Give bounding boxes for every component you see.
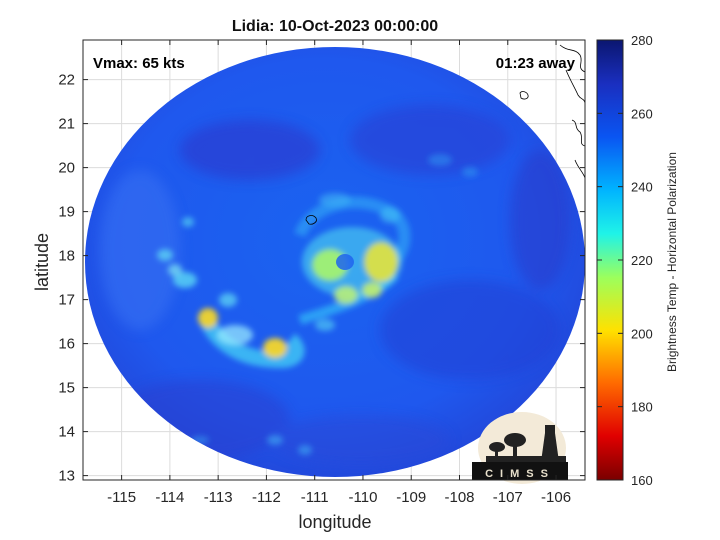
x-tick-label: -108 — [444, 489, 474, 506]
colorbar: 160 180 200 220 240 260 280 Brightness Temp - … — [596, 33, 679, 488]
x-tick-label: -110 — [349, 489, 378, 506]
y-axis-ticks: 13 14 15 16 17 18 19 20 21 22 — [58, 72, 585, 485]
y-tick-label: 22 — [58, 72, 75, 89]
y-tick-label: 16 — [58, 336, 75, 353]
x-axis-ticks: -115 -114 -113 -112 -111 -110 -109 -108 -107 -106 — [107, 40, 571, 506]
chart-title: Lidia: 10-Oct-2023 00:00:00 — [232, 18, 438, 35]
y-tick-label: 13 — [58, 468, 75, 485]
y-tick-label: 18 — [58, 248, 75, 265]
y-tick-label: 21 — [58, 116, 75, 133]
colorbar-tick-label: 160 — [631, 473, 653, 488]
x-tick-label: -112 — [252, 489, 281, 506]
x-tick-label: -114 — [155, 489, 184, 506]
y-axis-label: latitude — [32, 233, 52, 291]
coastline — [305, 44, 586, 225]
x-tick-label: -109 — [396, 489, 426, 506]
colorbar-tick-label: 240 — [631, 180, 653, 195]
x-tick-label: -107 — [493, 489, 523, 506]
x-axis-label: longitude — [298, 512, 371, 532]
y-tick-label: 14 — [58, 424, 75, 441]
y-tick-label: 19 — [58, 204, 75, 221]
y-tick-label: 17 — [58, 292, 75, 309]
x-tick-label: -111 — [301, 489, 329, 506]
x-tick-label: -113 — [204, 489, 233, 506]
plot-frame — [82, 39, 586, 481]
colorbar-tick-label: 280 — [631, 33, 653, 48]
colorbar-tick-label: 180 — [631, 400, 653, 415]
y-tick-label: 20 — [58, 160, 75, 177]
colorbar-ticks: 160 180 200 220 240 260 280 — [597, 33, 653, 488]
colorbar-label: Brightness Temp - Horizontal Polarizatio… — [665, 152, 679, 372]
time-offset-annotation: 01:23 away — [496, 55, 576, 72]
swath-texture — [100, 105, 570, 465]
storm-eye — [336, 254, 354, 270]
x-tick-label: -106 — [541, 489, 571, 506]
vmax-annotation: Vmax: 65 kts — [93, 55, 185, 72]
cimss-logo-text: CIMSS — [485, 468, 555, 480]
colorbar-tick-label: 200 — [631, 326, 653, 341]
colorbar-tick-label: 220 — [631, 253, 653, 268]
swath-image — [85, 47, 585, 477]
x-tick-label: -115 — [107, 489, 136, 506]
cimss-logo: CIMSS — [472, 412, 568, 484]
colorbar-tick-label: 260 — [631, 106, 653, 121]
y-tick-label: 15 — [58, 380, 75, 397]
